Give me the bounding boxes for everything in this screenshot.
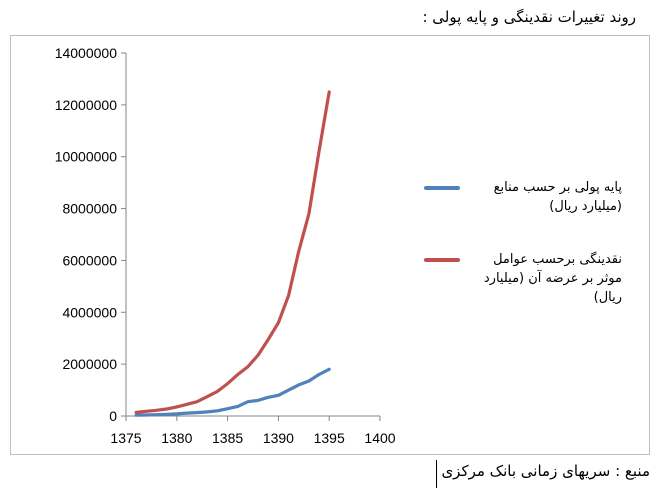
series-layer <box>134 90 331 417</box>
x-tick-label: 1400 <box>364 430 395 446</box>
text-cursor <box>436 460 437 488</box>
series-line-liquidity <box>134 90 331 414</box>
y-axis: 0 2000000 4000000 6000000 8000000 10000000 120… <box>55 45 127 424</box>
y-tick-label: 4000000 <box>62 304 117 320</box>
x-tick-label: 1380 <box>161 430 192 446</box>
y-tick-label: 10000000 <box>55 149 118 165</box>
x-tick-label: 1385 <box>212 430 243 446</box>
y-tick-label: 8000000 <box>62 201 117 217</box>
legend-swatch-monetary-base <box>424 186 460 190</box>
x-tick-label: 1390 <box>263 430 294 446</box>
x-axis: 1375 1380 1385 1390 1395 1400 <box>110 415 396 446</box>
legend-label-liquidity: نقدینگی برحسب عوامل موثر بر عرضه آن (میل… <box>483 252 622 305</box>
y-tick-label: 2000000 <box>62 356 117 372</box>
y-tick-label: 0 <box>109 408 117 424</box>
chart-frame <box>10 35 650 455</box>
x-tick-label: 1375 <box>110 430 141 446</box>
legend-item-liquidity: نقدینگی برحسب عوامل موثر بر عرضه آن (میل… <box>424 250 624 307</box>
y-tick-label: 12000000 <box>55 97 118 113</box>
x-tick-label: 1395 <box>314 430 345 446</box>
legend-swatch-liquidity <box>424 258 460 262</box>
source-note: منبع : سریهای زمانی بانک مرکزی <box>441 462 650 480</box>
page-heading: روند تغییرات نقدینگی و پایه پولی : <box>422 8 636 26</box>
series-line-monetary-base <box>134 367 331 417</box>
legend-label-monetary-base: پایه پولی بر حسب منابع (میلیارد ریال) <box>493 180 622 214</box>
y-tick-label: 6000000 <box>62 252 117 268</box>
y-tick-label: 14000000 <box>55 45 118 61</box>
legend-item-monetary-base: پایه پولی بر حسب منابع (میلیارد ریال) <box>424 178 624 216</box>
